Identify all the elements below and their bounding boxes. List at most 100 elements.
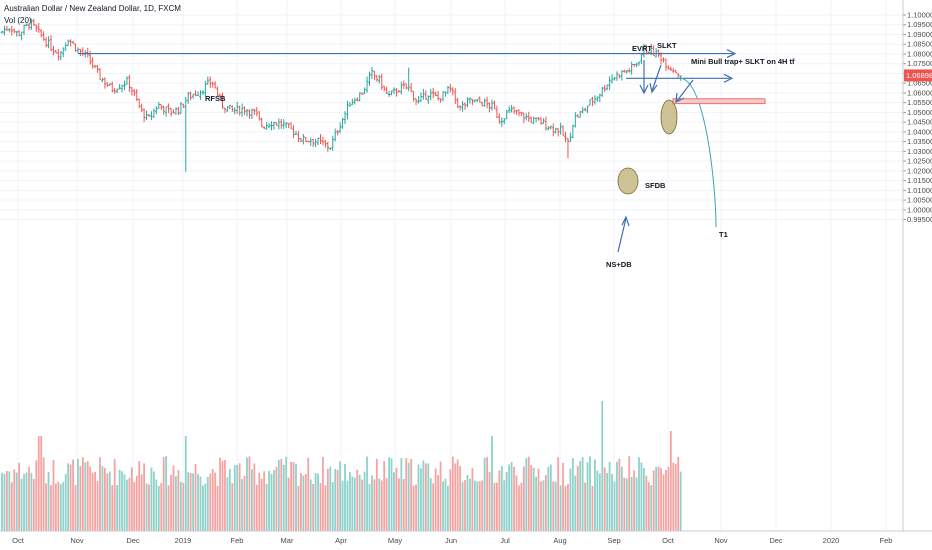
y-tick-label: 1.04000 <box>907 127 932 136</box>
ohlc-bar <box>525 113 528 121</box>
ohlc-bar <box>559 122 562 135</box>
ohlc-bar <box>485 96 489 108</box>
volume-bar <box>150 467 153 531</box>
ohlc-bar <box>623 69 626 73</box>
volume-bar <box>606 472 609 531</box>
volume-bar <box>623 477 626 531</box>
volume-bar <box>50 485 52 531</box>
y-tick-label: 1.05000 <box>907 108 932 117</box>
ohlc-bar <box>135 88 138 102</box>
volume-bar <box>224 459 226 531</box>
volume-bar <box>503 480 506 531</box>
ohlc-bar <box>566 138 570 159</box>
ohlc-bar <box>253 108 256 115</box>
ohlc-bar <box>432 87 435 99</box>
volume-bar <box>596 470 599 531</box>
x-tick-label: Nov <box>70 536 84 545</box>
ohlc-bar <box>5 25 9 31</box>
volume-bar <box>233 465 236 531</box>
ohlc-bar <box>483 98 486 107</box>
ohlc-bar <box>238 105 241 116</box>
ohlc-bar <box>233 107 236 115</box>
volume-bar <box>424 463 427 531</box>
volume-bar <box>586 462 589 531</box>
ohlc-bar <box>321 136 325 146</box>
ohlc-bar <box>27 23 31 31</box>
slkt-arrow <box>651 64 662 92</box>
ohlc-bar <box>360 92 364 96</box>
ohlc-bar <box>338 122 342 134</box>
x-tick-label: Aug <box>553 536 566 545</box>
y-tick-label: 1.03500 <box>907 137 932 146</box>
ohlc-bar <box>385 86 388 95</box>
volume-bar <box>204 483 207 531</box>
volume-bar <box>35 460 38 531</box>
volume-bar <box>508 464 511 531</box>
sfdb-circle <box>617 167 639 195</box>
bull-trap-label: Mini Bull trap+ SLKT on 4H tf <box>691 57 795 66</box>
x-tick-label: Apr <box>335 536 347 545</box>
volume-bar <box>160 483 163 531</box>
volume-bar <box>547 466 550 531</box>
volume-bar <box>209 473 212 531</box>
volume-bar <box>74 485 77 531</box>
volume-bar <box>564 485 567 531</box>
ohlc-bar <box>52 45 55 56</box>
volume-bar <box>162 457 165 531</box>
volume-bar <box>356 469 359 531</box>
volume-bar <box>28 466 30 531</box>
ohlc-bar <box>86 47 89 58</box>
ohlc-bar <box>316 137 320 146</box>
ohlc-bar <box>517 109 521 117</box>
ohlc-bar <box>319 134 322 145</box>
volume-bars <box>1 401 682 531</box>
volume-bar <box>280 458 283 531</box>
ohlc-bar <box>133 89 136 97</box>
ohlc-bar <box>348 101 352 107</box>
ohlc-bar <box>282 119 285 129</box>
ohlc-bar <box>130 87 134 96</box>
volume-bar <box>295 464 297 531</box>
volume-bar <box>569 468 572 531</box>
volume-bar <box>557 457 560 531</box>
ohlc-bar <box>125 76 129 85</box>
volume-bar <box>6 471 8 531</box>
last-price-tag <box>904 69 932 82</box>
ohlc-bar <box>481 101 484 107</box>
ohlc-bar <box>71 40 75 44</box>
ohlc-bar <box>478 96 481 103</box>
ohlc-bar <box>223 107 227 114</box>
ohlc-bar <box>378 74 381 84</box>
volume-bar <box>211 468 214 531</box>
ohlc-bar <box>625 69 628 74</box>
volume-bar <box>135 475 138 531</box>
ohlc-bar <box>409 83 413 93</box>
volume-bar <box>638 457 640 531</box>
ohlc-bar <box>632 63 636 67</box>
slkt-arrowhead <box>649 82 658 94</box>
ohlc-bar <box>608 76 611 91</box>
ohlc-bar <box>160 104 163 110</box>
volume-bar <box>434 468 437 531</box>
volume-bar <box>625 478 628 531</box>
ohlc-bar <box>103 77 107 89</box>
volume-bar <box>177 470 180 531</box>
ohlc-bar <box>615 71 619 81</box>
volume-bar <box>432 483 435 531</box>
ohlc-bar <box>20 31 23 41</box>
ohlc-bar <box>3 25 6 36</box>
volume-bar <box>57 481 60 531</box>
ohlc-bar <box>22 24 26 36</box>
ohlc-bar <box>211 81 214 88</box>
y-tick-label: 1.07500 <box>907 59 932 68</box>
ohlc-bar <box>289 122 293 130</box>
volume-bar <box>214 472 217 531</box>
ohlc-bar <box>44 37 48 48</box>
ohlc-bar <box>601 86 604 97</box>
ohlc-bar <box>635 62 638 68</box>
ohlc-bar <box>512 106 516 114</box>
ohlc-bar <box>503 118 506 125</box>
volume-bar <box>326 468 329 531</box>
ohlc-bar <box>15 31 18 37</box>
